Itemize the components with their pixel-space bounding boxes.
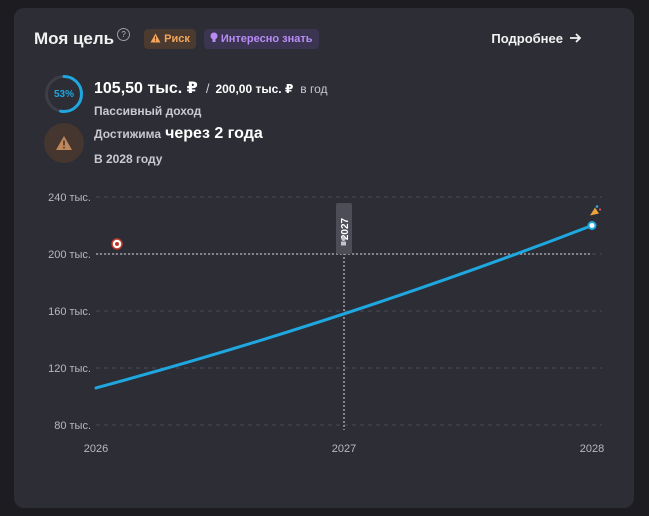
popper-confetti (595, 205, 599, 208)
lightbulb-icon (210, 32, 218, 46)
more-link-label: Подробнее (491, 30, 563, 46)
income-row: 105,50 тыс. ₽ / 200,00 тыс. ₽ в год (94, 78, 328, 98)
card-title: Моя цель (34, 29, 115, 48)
risk-badge-label: Риск (164, 33, 190, 45)
warning-icon (44, 123, 84, 163)
goal-card: Моя цель ? Риск Интересно знать Подробне… (14, 8, 634, 508)
income-chart: 240 тыс. 200 тыс. 160 тыс. 120 тыс. 80 тыс. 2… (48, 192, 604, 455)
popper-cone (590, 207, 599, 216)
info-badge-label: Интересно знать (220, 33, 313, 45)
arrow-right-icon (570, 30, 582, 46)
y-tick-label: 80 тыс. (54, 420, 91, 432)
info-badge[interactable]: Интересно знать (203, 29, 319, 49)
progress-ring (45, 75, 83, 113)
chess-pawn-head (341, 237, 346, 241)
risk-badge[interactable]: Риск (144, 29, 196, 49)
party-popper-icon (590, 205, 602, 216)
popper-confetti (598, 208, 602, 211)
income-separator: / (205, 81, 210, 96)
reach-row: Достижима через 2 года (94, 125, 263, 143)
x-tick-label: 2028 (580, 443, 604, 455)
progress-percent: 53% (53, 88, 74, 100)
reach-year: В 2028 году (94, 152, 163, 166)
highlight-year-label: 2027 (340, 217, 351, 240)
income-label: Пассивный доход (94, 104, 202, 118)
reach-prefix: Достижима (94, 127, 162, 141)
y-tick-label: 120 тыс. (48, 363, 91, 375)
target-center (115, 242, 119, 246)
chess-pawn-icon (341, 237, 346, 246)
x-tick-label: 2026 (84, 443, 108, 455)
target-income: 200,00 тыс. ₽ (215, 82, 294, 96)
reach-duration: через 2 года (165, 125, 263, 142)
title-row: Моя цель ? Риск Интересно знать (34, 28, 319, 50)
y-tick-label: 160 тыс. (48, 306, 91, 318)
question-circle-icon[interactable]: ? (117, 28, 131, 41)
series-line (94, 224, 594, 390)
target-icon (111, 238, 123, 250)
highlight-label-pill: 2027 (336, 203, 352, 254)
current-income: 105,50 тыс. ₽ (94, 80, 198, 97)
series-end-point (587, 221, 597, 230)
income-period: в год (300, 82, 328, 96)
highlight-pill-bg (336, 203, 352, 254)
warning-triangle-icon (150, 33, 161, 46)
y-tick-label: 240 тыс. (48, 192, 91, 204)
more-link[interactable]: Подробнее (491, 30, 582, 46)
x-tick-label: 2027 (332, 443, 356, 455)
chess-pawn-base (341, 241, 346, 246)
y-tick-label: 200 тыс. (48, 249, 91, 261)
